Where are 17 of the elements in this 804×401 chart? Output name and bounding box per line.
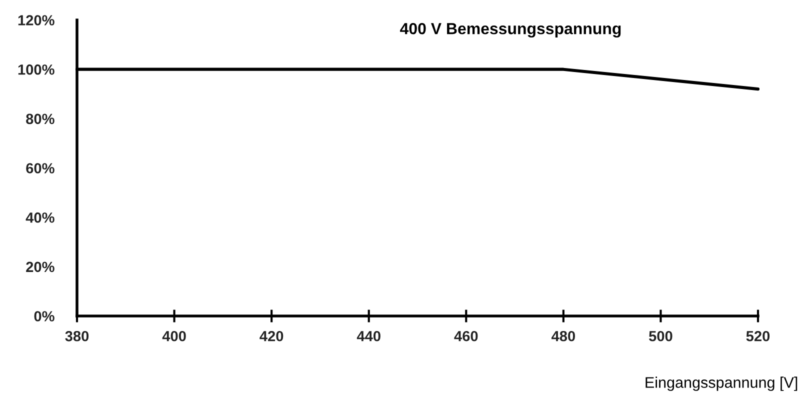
- y-tick-label: 100%: [18, 64, 54, 75]
- x-tick-label: 440: [356, 330, 380, 342]
- x-tick-label: 460: [454, 330, 478, 342]
- x-tick-label: 500: [649, 330, 672, 342]
- y-tick-label: 40%: [26, 212, 54, 223]
- y-tick-label: 60%: [26, 163, 54, 174]
- x-tick-label: 520: [746, 330, 770, 342]
- chart-title: 400 V Bemessungsspannung: [400, 22, 621, 38]
- y-tick-label: 20%: [26, 262, 54, 272]
- y-tick-label: 80%: [26, 114, 54, 124]
- y-tick-label: 0%: [34, 311, 54, 322]
- x-tick-label: 380: [65, 330, 89, 342]
- y-tick-label: 120%: [18, 15, 54, 26]
- x-tick-label: 420: [260, 330, 284, 342]
- x-tick-label: 400: [162, 330, 186, 342]
- x-axis-title: Eingangsspannung [V]: [646, 376, 798, 391]
- x-tick-label: 480: [551, 330, 575, 342]
